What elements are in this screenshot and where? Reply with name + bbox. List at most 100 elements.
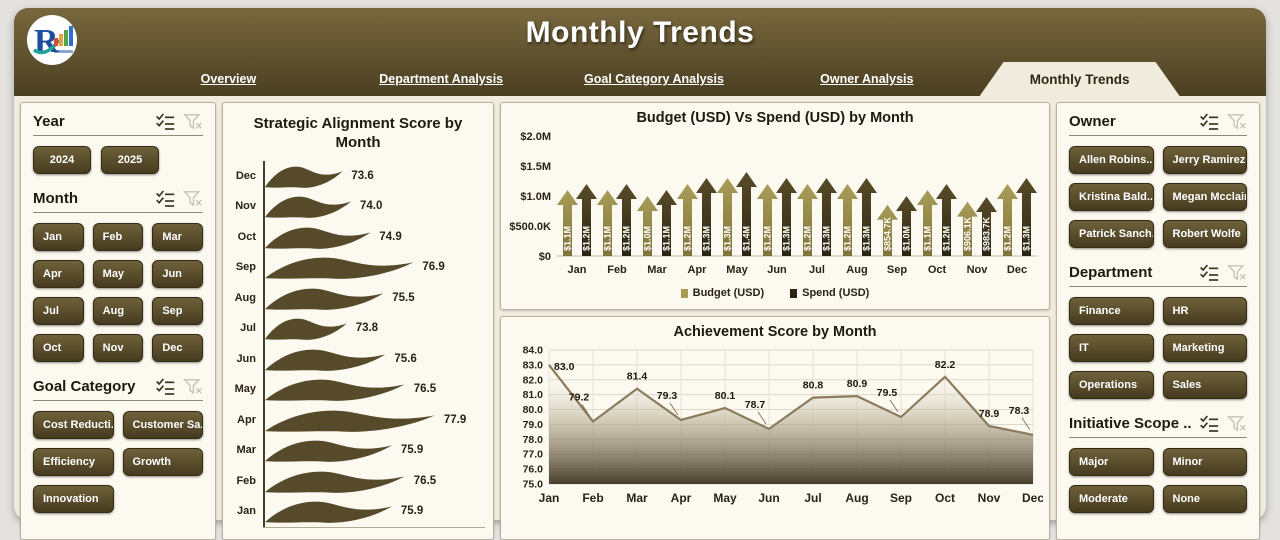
owner-option-button[interactable]: Jerry Ramirez bbox=[1162, 146, 1247, 174]
svg-text:79.3: 79.3 bbox=[657, 390, 678, 402]
svg-text:83.0: 83.0 bbox=[554, 361, 575, 373]
department-option-button[interactable]: HR bbox=[1162, 297, 1247, 325]
initiative-scope-option-button[interactable]: Moderate bbox=[1069, 485, 1154, 513]
svg-text:Oct: Oct bbox=[928, 264, 947, 276]
month-option-button[interactable]: Jun bbox=[152, 260, 203, 288]
month-option-button[interactable]: Mar bbox=[152, 223, 203, 251]
svg-text:Aug: Aug bbox=[846, 264, 867, 276]
initiative-scope-option-button[interactable]: Major bbox=[1069, 448, 1154, 476]
funnel-row: Aug 75.5 bbox=[231, 282, 485, 313]
svg-text:78.0: 78.0 bbox=[523, 434, 544, 446]
clear-filter-icon[interactable] bbox=[183, 113, 203, 130]
month-option-button[interactable]: Feb bbox=[92, 223, 144, 251]
app-logo: R bbox=[26, 14, 78, 66]
funnel-category-label: Jun bbox=[236, 352, 256, 365]
funnel-row: Mar 75.9 bbox=[231, 435, 485, 466]
middle-column: Budget (USD) Vs Spend (USD) by Month $0 $… bbox=[500, 102, 1050, 540]
funnel-category-label: Dec bbox=[235, 169, 256, 182]
select-all-icon[interactable] bbox=[1199, 415, 1219, 432]
goal-category-option-button[interactable]: Growth bbox=[122, 448, 203, 476]
clear-filter-icon[interactable] bbox=[183, 378, 203, 395]
funnel-flame-bar bbox=[265, 257, 414, 280]
select-all-icon[interactable] bbox=[155, 378, 175, 395]
funnel-category-label: Sep bbox=[235, 261, 256, 274]
svg-text:Sep: Sep bbox=[887, 264, 907, 276]
department-option-button[interactable]: Operations bbox=[1069, 371, 1154, 399]
select-all-icon[interactable] bbox=[1199, 113, 1219, 130]
tab-monthly-trends-active[interactable]: Monthly Trends bbox=[979, 62, 1180, 96]
spend-legend-swatch bbox=[790, 288, 798, 298]
owner-option-button[interactable]: Robert Wolfe bbox=[1162, 220, 1247, 248]
funnel-value-label: 75.9 bbox=[400, 505, 424, 518]
department-option-button[interactable]: IT bbox=[1069, 334, 1154, 362]
funnel-flame-bar bbox=[265, 410, 435, 432]
funnel-category-label: Feb bbox=[236, 474, 256, 487]
owner-option-button[interactable]: Megan Mcclain bbox=[1162, 183, 1247, 211]
funnel-row: Jun 75.6 bbox=[231, 343, 485, 374]
svg-text:May: May bbox=[726, 264, 748, 276]
month-option-button[interactable]: Apr bbox=[33, 260, 84, 288]
goal-category-option-button[interactable]: Cost Reducti... bbox=[33, 411, 114, 439]
select-all-icon[interactable] bbox=[1199, 264, 1219, 281]
nav-tab-link[interactable]: Department Analysis bbox=[379, 72, 504, 86]
goal-category-option-button[interactable]: Customer Sa... bbox=[122, 411, 203, 439]
month-options: Jan Feb Mar Apr May Jun Jul Aug Sep Oct Nov Dec bbox=[33, 223, 203, 362]
month-option-button[interactable]: Dec bbox=[152, 334, 203, 362]
clear-filter-icon[interactable] bbox=[1227, 415, 1247, 432]
month-option-button[interactable]: Nov bbox=[92, 334, 144, 362]
clear-filter-icon[interactable] bbox=[183, 190, 203, 207]
svg-text:$1.2M: $1.2M bbox=[683, 226, 693, 251]
nav-tab-link[interactable]: Overview bbox=[200, 72, 257, 86]
funnel-flame-bar bbox=[265, 227, 371, 249]
funnel-category-label: Aug bbox=[234, 291, 256, 304]
svg-text:Feb: Feb bbox=[582, 491, 603, 505]
department-option-button[interactable]: Sales bbox=[1162, 371, 1247, 399]
nav-links: Overview Department Analysis Goal Catego… bbox=[122, 62, 973, 96]
svg-text:$1.0M: $1.0M bbox=[520, 191, 551, 203]
month-option-button[interactable]: Aug bbox=[92, 297, 144, 325]
month-option-button[interactable]: Jan bbox=[33, 223, 84, 251]
nav-tab-link[interactable]: Owner Analysis bbox=[820, 72, 914, 86]
goal-category-option-button[interactable]: Efficiency bbox=[33, 448, 114, 476]
svg-text:$1.2M: $1.2M bbox=[582, 226, 592, 251]
budget-spend-chart-title: Budget (USD) Vs Spend (USD) by Month bbox=[636, 110, 914, 126]
year-option-button[interactable]: 2024 bbox=[33, 146, 91, 174]
funnel-row: Jul 73.8 bbox=[231, 313, 485, 344]
select-all-icon[interactable] bbox=[155, 190, 175, 207]
owner-slicer-title: Owner bbox=[1069, 113, 1116, 130]
svg-text:$906.1K: $906.1K bbox=[963, 216, 973, 251]
clear-filter-icon[interactable] bbox=[1227, 113, 1247, 130]
initiative-scope-option-button[interactable]: None bbox=[1162, 485, 1247, 513]
nav-tab-link[interactable]: Goal Category Analysis bbox=[584, 72, 724, 86]
funnel-flame-bar bbox=[265, 379, 405, 402]
funnel-flame-bar bbox=[265, 471, 405, 493]
funnel-category-label: Jan bbox=[237, 505, 256, 518]
funnel-value-label: 76.5 bbox=[413, 474, 437, 487]
owner-option-button[interactable]: Patrick Sanch... bbox=[1069, 220, 1154, 248]
year-option-button[interactable]: 2025 bbox=[101, 146, 159, 174]
month-option-button[interactable]: Jul bbox=[33, 297, 84, 325]
month-option-button[interactable]: May bbox=[92, 260, 144, 288]
svg-text:$1.0M: $1.0M bbox=[643, 226, 653, 251]
owner-option-button[interactable]: Allen Robins... bbox=[1069, 146, 1154, 174]
department-option-button[interactable]: Marketing bbox=[1162, 334, 1247, 362]
select-all-icon[interactable] bbox=[155, 113, 175, 130]
svg-text:Mar: Mar bbox=[626, 491, 648, 505]
svg-text:Oct: Oct bbox=[935, 491, 955, 505]
year-slicer: Year 2024 2025 bbox=[33, 113, 203, 174]
goal-category-options: Cost Reducti... Customer Sa... Efficiency G… bbox=[33, 411, 203, 513]
goal-category-option-button[interactable]: Innovation bbox=[33, 485, 114, 513]
department-option-button[interactable]: Finance bbox=[1069, 297, 1154, 325]
month-option-button[interactable]: Oct bbox=[33, 334, 84, 362]
clear-filter-icon[interactable] bbox=[1227, 264, 1247, 281]
initiative-scope-options: Major Minor Moderate None bbox=[1069, 448, 1247, 513]
initiative-scope-option-button[interactable]: Minor bbox=[1162, 448, 1247, 476]
svg-text:78.9: 78.9 bbox=[979, 408, 1000, 420]
svg-text:$2.0M: $2.0M bbox=[520, 131, 551, 143]
funnel-x-axis-line bbox=[263, 526, 485, 528]
svg-text:82.2: 82.2 bbox=[935, 359, 956, 371]
owner-option-button[interactable]: Kristina Bald... bbox=[1069, 183, 1154, 211]
svg-text:$1.2M: $1.2M bbox=[763, 226, 773, 251]
svg-text:80.9: 80.9 bbox=[847, 378, 868, 390]
month-option-button[interactable]: Sep bbox=[152, 297, 203, 325]
